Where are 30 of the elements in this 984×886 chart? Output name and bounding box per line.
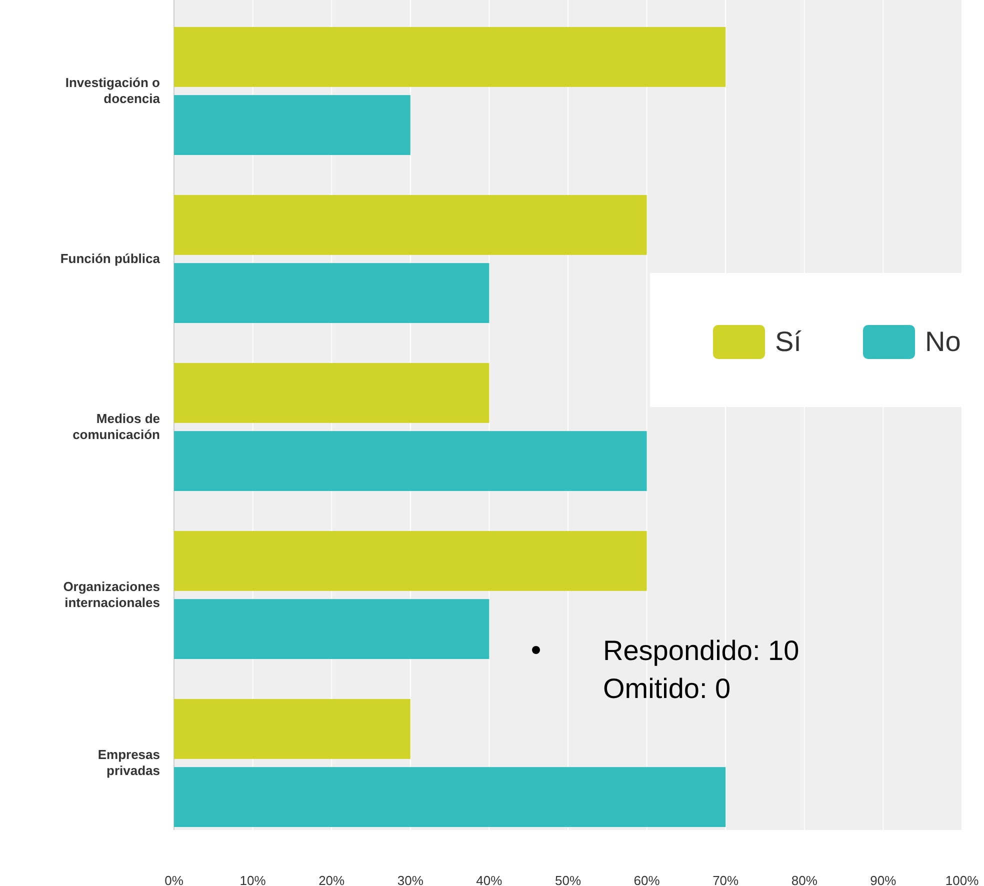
annotation: Omitido: 0 — [603, 673, 731, 704]
bar — [174, 195, 647, 255]
x-tick-label: 70% — [712, 873, 740, 886]
x-tick-label: 30% — [397, 873, 424, 886]
x-tick-label: 100% — [945, 873, 980, 886]
y-tick-label: Función pública — [60, 251, 161, 266]
bar — [174, 699, 410, 759]
bar — [174, 599, 490, 659]
x-tick-label: 50% — [554, 873, 582, 886]
y-tick-label: Investigación o docencia — [65, 75, 161, 106]
legend-label: No — [925, 326, 961, 357]
x-tick-label: 60% — [634, 873, 660, 886]
x-tick-label: 90% — [870, 873, 897, 886]
bar — [174, 363, 490, 423]
y-tick-label: Empresas privadas — [98, 747, 160, 778]
x-tick-label: 20% — [318, 873, 346, 886]
bar — [174, 27, 726, 87]
x-tick-label: 80% — [791, 873, 818, 886]
bar — [174, 531, 647, 591]
bar — [174, 95, 410, 155]
bar — [174, 767, 726, 827]
bar — [174, 431, 647, 491]
annotation: Respondido: 10 — [603, 635, 800, 666]
x-tick-label: 0% — [164, 873, 184, 886]
x-tick-label: 40% — [476, 873, 503, 886]
legend-label: Sí — [775, 326, 802, 357]
bar — [174, 263, 490, 323]
y-tick-label: Medios de comunicación — [72, 411, 160, 442]
y-tick-label: Organizaciones internacionales — [63, 579, 160, 610]
x-tick-label: 10% — [240, 873, 266, 886]
